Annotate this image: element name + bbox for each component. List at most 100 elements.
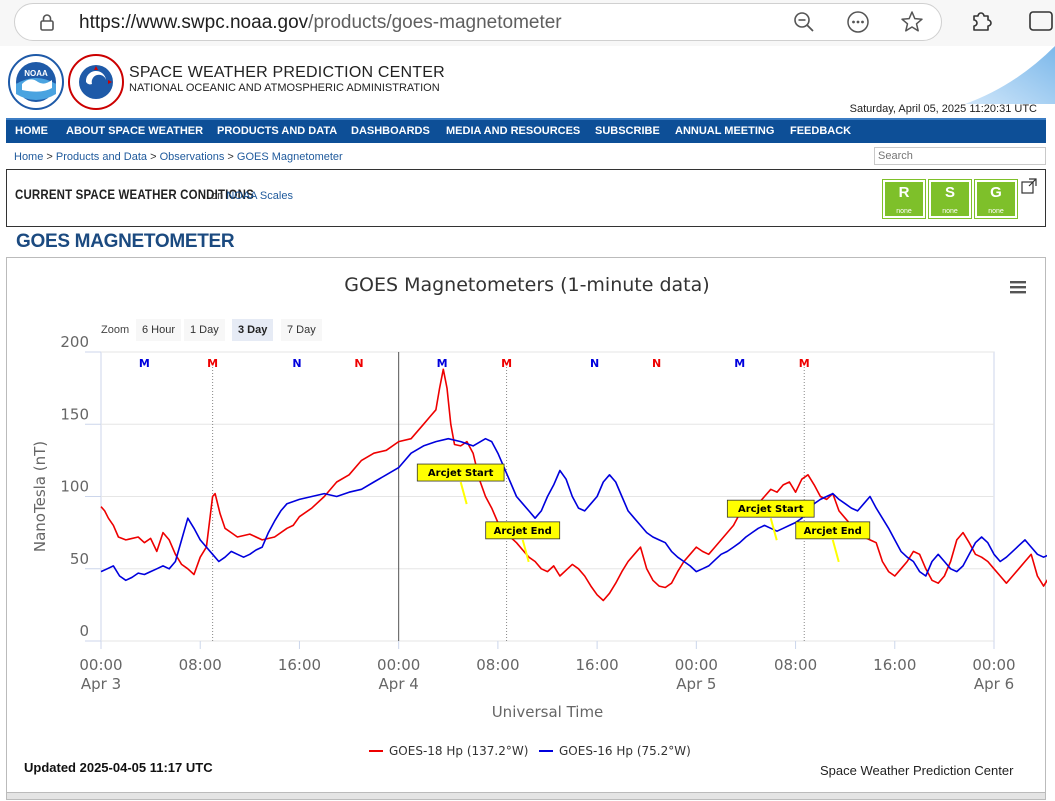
zoom-7-day-button[interactable]: 7 Day <box>281 319 322 341</box>
zoom-3-day-button[interactable]: 3 Day <box>232 319 274 341</box>
local-time-marker: N <box>292 357 301 370</box>
zoom-1-day-button[interactable]: 1 Day <box>184 319 225 341</box>
breadcrumb-separator: > <box>224 151 237 163</box>
annotation-label: Arcjet Start <box>738 504 804 515</box>
x-tick-date-label: Apr 5 <box>676 675 716 693</box>
site-header: NOAA SPACE WEATHER PREDICTION CENTER NAT… <box>0 46 1055 118</box>
address-bar[interactable]: https://www.swpc.noaa.gov/products/goes-… <box>14 3 942 41</box>
y-tick-label: 100 <box>60 478 89 496</box>
lock-icon[interactable] <box>37 12 57 32</box>
solar-radiation-scale[interactable]: S none <box>928 179 972 219</box>
current-conditions-panel: CURRENT SPACE WEATHER CONDITIONS on NOAA… <box>6 169 1046 227</box>
local-time-marker: M <box>437 357 448 370</box>
y-tick-label: 150 <box>60 405 89 423</box>
nav-about-space-weather[interactable]: ABOUT SPACE WEATHER <box>66 125 204 137</box>
x-axis-title: Universal Time <box>492 703 604 721</box>
chart-title: GOES Magnetometers (1-minute data) <box>344 274 710 296</box>
current-conditions-title: CURRENT SPACE WEATHER CONDITIONS <box>15 186 254 202</box>
split-screen-icon[interactable] <box>1028 8 1054 34</box>
header-swoosh-decoration <box>965 46 1055 104</box>
x-tick-label: 00:00 <box>675 656 718 674</box>
breadcrumb-home[interactable]: Home <box>14 151 44 163</box>
local-time-marker: M <box>139 357 150 370</box>
nav-dashboards[interactable]: DASHBOARDS <box>351 125 430 137</box>
local-time-marker: M <box>799 357 810 370</box>
nav-subscribe[interactable]: SUBSCRIBE <box>595 125 660 137</box>
annotation-label: Arcjet End <box>494 526 552 537</box>
x-tick-label: 16:00 <box>575 656 618 674</box>
more-options-icon[interactable] <box>845 9 871 35</box>
breadcrumb: Home > Products and Data > Observations … <box>14 151 343 163</box>
page-title: GOES MAGNETOMETER <box>16 231 235 252</box>
y-tick-label: 0 <box>79 622 89 640</box>
search-input[interactable] <box>874 147 1046 165</box>
annotation-connector <box>521 539 530 563</box>
geomagnetic-storm-scale[interactable]: G none <box>974 179 1018 219</box>
local-time-marker: M <box>734 357 745 370</box>
annotation-label-box <box>485 521 561 540</box>
noaa-logo[interactable]: NOAA <box>8 54 64 110</box>
x-tick-date-label: Apr 6 <box>974 675 1014 693</box>
current-datetime: Saturday, April 05, 2025 11:20:31 UTC <box>849 103 1037 115</box>
nav-annual-meeting[interactable]: ANNUAL MEETING <box>675 125 775 137</box>
x-tick-date-label: Apr 4 <box>379 675 419 693</box>
horizontal-scrollbar[interactable] <box>6 792 1046 800</box>
annotation-label-box <box>726 499 815 518</box>
nav-feedback[interactable]: FEEDBACK <box>790 125 852 137</box>
breadcrumb-products-and-data[interactable]: Products and Data <box>55 151 148 163</box>
chart-credits[interactable]: Space Weather Prediction Center <box>820 763 1014 778</box>
x-tick-label: 08:00 <box>179 656 222 674</box>
x-tick-label: 16:00 <box>278 656 321 674</box>
nav-products-and-data[interactable]: PRODUCTS AND DATA <box>217 125 338 137</box>
main-navigation: HOME ABOUT SPACE WEATHER PRODUCTS AND DA… <box>6 118 1046 143</box>
magnetometer-chart-container: GOES Magnetometers (1-minute data) Zoom … <box>6 257 1047 800</box>
x-tick-label: 08:00 <box>774 656 817 674</box>
annotation-label: Arcjet Start <box>428 468 494 479</box>
noaa-scales-link[interactable]: NOAA Scales <box>226 190 293 202</box>
breadcrumb-current[interactable]: GOES Magnetometer <box>236 151 343 163</box>
y-axis-title: NanoTesla (nT) <box>31 441 49 552</box>
x-tick-label: 16:00 <box>873 656 916 674</box>
breadcrumb-separator: > <box>43 151 56 163</box>
breadcrumb-observations[interactable]: Observations <box>159 151 225 163</box>
extensions-puzzle-icon[interactable] <box>968 8 994 34</box>
local-time-marker: M <box>207 357 218 370</box>
x-tick-date-label: Apr 3 <box>81 675 121 693</box>
local-time-marker: N <box>354 357 363 370</box>
annotation-label-box <box>416 463 505 482</box>
url-text[interactable]: https://www.swpc.noaa.gov/products/goes-… <box>79 12 562 33</box>
updated-timestamp: Updated 2025-04-05 11:17 UTC <box>24 760 213 775</box>
annotation-connector <box>831 539 840 563</box>
site-subtitle: NATIONAL OCEANIC AND ATMOSPHERIC ADMINIS… <box>129 82 440 94</box>
radio-blackout-scale[interactable]: R none <box>882 179 926 219</box>
favorite-star-icon[interactable] <box>899 9 925 35</box>
browser-toolbar: https://www.swpc.noaa.gov/products/goes-… <box>0 0 1055 46</box>
local-time-marker: N <box>652 357 661 370</box>
legend-item: GOES-16 Hp (75.2°W) <box>559 744 691 758</box>
series-line-goes-16 <box>100 437 1047 582</box>
y-tick-label: 50 <box>70 550 89 568</box>
nws-logo[interactable] <box>68 54 124 110</box>
zoom-6-hour-button[interactable]: 6 Hour <box>136 319 182 341</box>
nav-media-and-resources[interactable]: MEDIA AND RESOURCES <box>446 125 581 137</box>
zoom-label: Zoom <box>101 324 130 336</box>
annotation-connector <box>459 481 468 505</box>
local-time-marker: N <box>590 357 599 370</box>
chart-menu-icon[interactable] <box>1009 279 1027 295</box>
zoom-icon[interactable] <box>791 9 817 35</box>
nav-home[interactable]: HOME <box>15 125 48 137</box>
x-tick-label: 00:00 <box>79 656 122 674</box>
local-time-marker: M <box>501 357 512 370</box>
breadcrumb-separator: > <box>147 151 160 163</box>
x-tick-label: 00:00 <box>972 656 1015 674</box>
legend-item: GOES-18 Hp (137.2°W) <box>389 744 528 758</box>
svg-text:NOAA: NOAA <box>24 69 48 78</box>
x-tick-label: 00:00 <box>377 656 420 674</box>
x-tick-label: 08:00 <box>476 656 519 674</box>
noaa-scales-caption: on NOAA Scales <box>211 190 293 202</box>
site-title[interactable]: SPACE WEATHER PREDICTION CENTER <box>129 64 445 81</box>
y-tick-label: 200 <box>60 333 89 351</box>
popout-icon[interactable] <box>1021 178 1037 194</box>
annotation-label-box <box>795 521 871 540</box>
